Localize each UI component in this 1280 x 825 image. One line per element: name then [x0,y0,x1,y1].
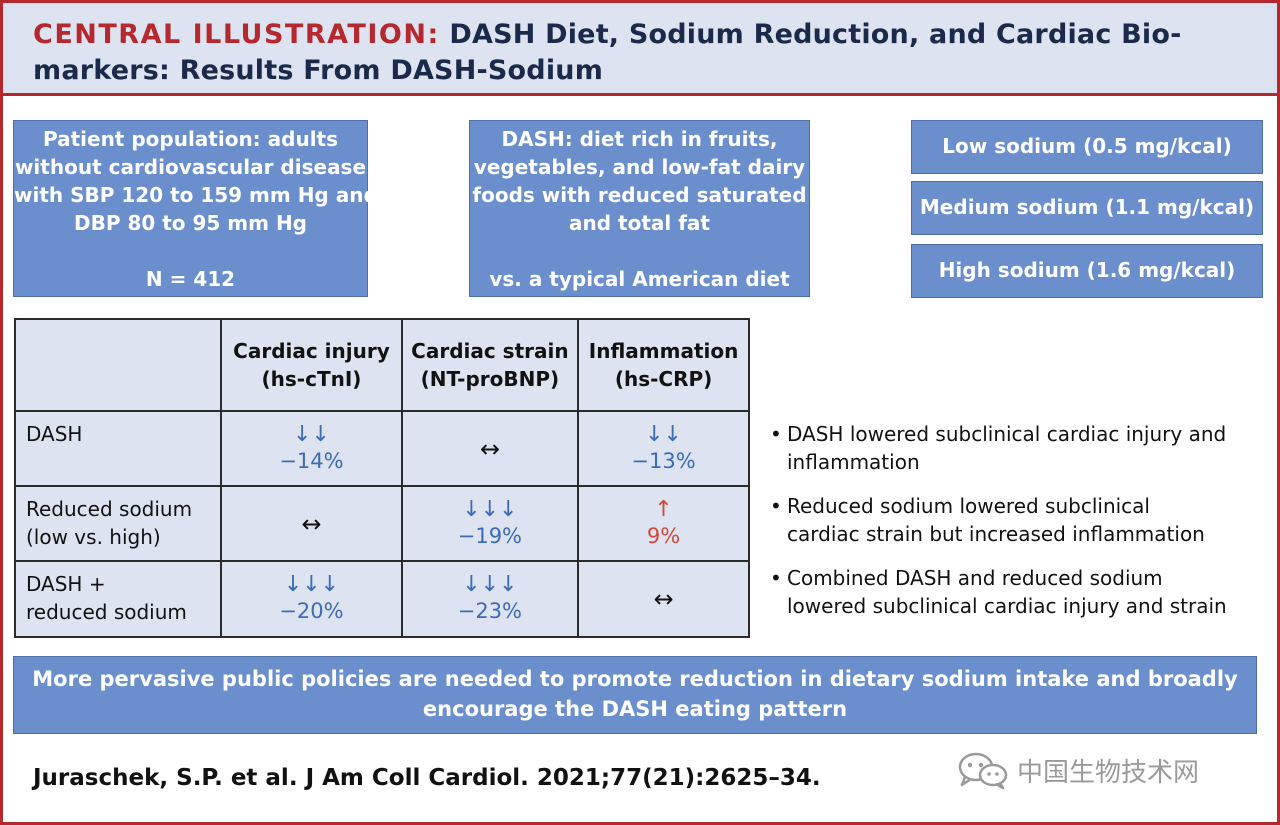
cell-sodium-strain: ↓↓↓ −19% [400,485,580,562]
bullet-icon: • [770,494,782,518]
percent-change: −19% [457,523,523,548]
watermark: 中国生物技术网 [955,750,1199,790]
finding-text: Reduced sodium lowered subclinical [787,494,1150,518]
dash-diet-box: DASH: diet rich in fruits, vegetables, a… [469,120,810,297]
table-row: Reduced sodium (low vs. high) ↔ ↓↓↓ −19%… [13,485,750,562]
down-arrows-icon: ↓↓↓ [283,572,340,597]
column-header-title: Inflammation [588,339,739,363]
percent-change: −13% [631,448,696,473]
watermark-text: 中国生物技术网 [1017,757,1200,788]
citation: Juraschek, S.P. et al. J Am Coll Cardiol… [33,765,821,791]
no-change-arrow-icon: ↔ [301,509,322,538]
up-arrow-icon: ↑ [654,496,673,522]
column-header-title: Cardiac injury [233,339,390,363]
column-header-title: Cardiac strain [411,339,569,363]
down-arrows-icon: ↓↓↓ [462,496,518,522]
finding-text: DASH lowered subclinical cardiac injury … [787,422,1227,446]
down-arrows-icon: ↓↓↓ [462,572,518,597]
conclusion-text: encourage the DASH eating pattern [422,697,848,721]
finding-text: lowered subclinical cardiac injury and s… [787,594,1227,618]
cell-dash-inflammation: ↓↓ −13% [577,410,750,487]
column-header-marker: (hs-cTnI) [261,367,362,391]
column-header-cardiac-strain: Cardiac strain (NT-proBNP) [400,318,580,412]
finding-text: inflammation [787,450,920,474]
dash-comparison: vs. a typical American diet [489,267,790,291]
cell-dash-strain: ↔ [400,410,580,487]
bullet-icon: • [770,422,782,446]
dash-line: foods with reduced saturated [472,183,807,207]
finding-text: cardiac strain but increased inflammatio… [787,522,1205,546]
figure-title-part-2: markers: Results From DASH-Sodium [33,55,604,86]
list-item: • Combined DASH and reduced sodium lower… [770,564,1270,620]
sodium-medium-box: Medium sodium (1.1 mg/kcal) [911,181,1263,235]
percent-change: −23% [457,599,523,623]
cell-sodium-injury: ↔ [220,485,403,562]
column-header-marker: (hs-CRP) [614,367,713,391]
spacer [14,237,367,265]
figure-title-part-1: DASH Diet, Sodium Reduction, and Cardiac… [449,19,1182,50]
row-label-dash-plus-sodium: DASH + reduced sodium [13,560,223,638]
spacer [470,237,809,265]
percent-change: −14% [279,448,344,473]
column-header-cardiac-injury: Cardiac injury (hs-cTnI) [220,318,403,412]
bullet-icon: • [770,566,782,590]
dash-line: vegetables, and low-fat dairy [473,155,806,179]
row-label-text: DASH + [26,572,106,596]
sodium-low-box: Low sodium (0.5 mg/kcal) [911,120,1263,174]
cell-combined-strain: ↓↓↓ −23% [400,560,580,638]
column-header-marker: (NT-proBNP) [420,367,560,391]
row-label-text: DASH [26,422,83,446]
cell-dash-injury: ↓↓ −14% [220,410,403,487]
population-line: without cardiovascular disease [14,155,367,179]
population-line: DBP 80 to 95 mm Hg [73,211,308,235]
header-divider [3,93,1277,96]
list-item: • Reduced sodium lowered subclinical car… [770,492,1270,548]
table-row: DASH ↓↓ −14% ↔ ↓↓ −13% [13,410,750,487]
cell-sodium-inflammation: ↑ 9% [577,485,750,562]
table-row: DASH + reduced sodium ↓↓↓ −20% ↓↓↓ −23% … [13,560,750,638]
row-label-subtext: (low vs. high) [26,525,161,549]
no-change-arrow-icon: ↔ [653,585,674,613]
sample-size: N = 412 [145,267,236,291]
percent-change: 9% [646,523,681,548]
conclusion-box: More pervasive public policies are neede… [13,656,1257,734]
cell-combined-inflammation: ↔ [577,560,750,638]
results-table: Cardiac injury (hs-cTnI) Cardiac strain … [13,318,750,638]
dash-line: DASH: diet rich in fruits, [501,127,778,151]
population-line: Patient population: adults [42,127,339,151]
row-label-subtext: reduced sodium [26,600,187,624]
wechat-icon [958,752,1008,790]
sodium-high-box: High sodium (1.6 mg/kcal) [911,244,1263,298]
row-label-dash: DASH [13,410,223,487]
finding-text: Combined DASH and reduced sodium [787,566,1163,590]
figure-header: CENTRAL ILLUSTRATION: DASH Diet, Sodium … [3,3,1277,93]
table-corner-cell [13,318,223,412]
cell-combined-injury: ↓↓↓ −20% [220,560,403,638]
row-label-text: Reduced sodium [26,497,193,521]
list-item: • DASH lowered subclinical cardiac injur… [770,420,1270,476]
header-line-1: CENTRAL ILLUSTRATION: DASH Diet, Sodium … [33,17,1253,53]
down-arrows-icon: ↓↓ [293,421,330,447]
row-label-reduced-sodium: Reduced sodium (low vs. high) [13,485,223,562]
population-line: with SBP 120 to 159 mm Hg and [14,183,378,207]
findings-list: • DASH lowered subclinical cardiac injur… [770,420,1270,636]
dash-line: and total fat [569,211,710,235]
percent-change: −20% [279,599,344,623]
central-illustration-label: CENTRAL ILLUSTRATION: [33,19,440,50]
no-change-arrow-icon: ↔ [479,434,500,463]
table-header-row: Cardiac injury (hs-cTnI) Cardiac strain … [13,318,750,412]
conclusion-text: More pervasive public policies are neede… [32,667,1238,691]
column-header-inflammation: Inflammation (hs-CRP) [577,318,750,412]
down-arrows-icon: ↓↓ [645,421,682,447]
patient-population-box: Patient population: adults without cardi… [13,120,378,297]
